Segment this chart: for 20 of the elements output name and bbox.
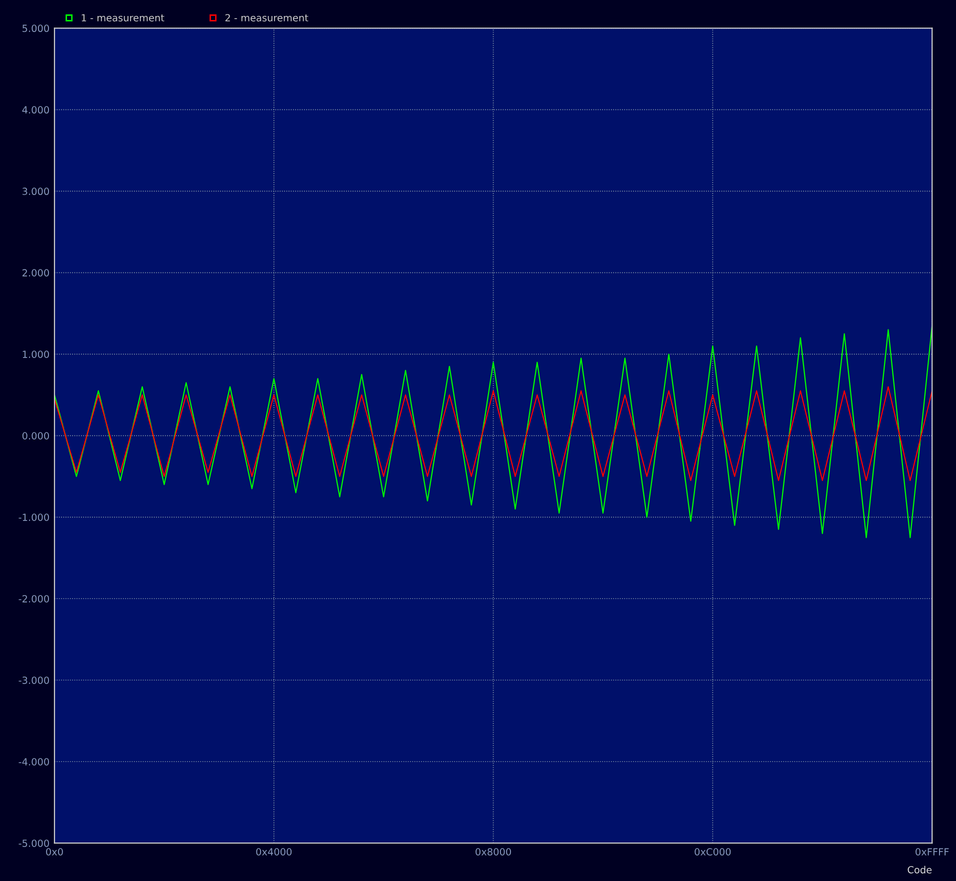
x-tick-label: 0x8000 [476, 848, 511, 856]
x-tick-label: 0x4000 [256, 848, 292, 856]
legend-label: 2 - measurement [225, 14, 308, 22]
y-tick-label: 0.000 [22, 432, 49, 440]
y-tick-label: 1.000 [22, 350, 49, 358]
x-tick-label: 0x0 [46, 848, 63, 856]
y-tick-label: -3.000 [18, 676, 49, 684]
y-tick-label: -2.000 [18, 595, 49, 602]
y-tick-label: -5.000 [18, 840, 49, 847]
y-tick-label: -4.000 [18, 758, 49, 766]
y-tick-label: -1.000 [18, 514, 49, 521]
x-axis-title: Code [908, 866, 932, 874]
line-series [54, 386, 932, 482]
y-tick-label: 4.000 [22, 106, 49, 114]
y-tick-label: 5.000 [22, 24, 49, 32]
y-tick-label: 3.000 [22, 188, 49, 196]
legend-label: 1 - measurement [82, 14, 164, 22]
x-tick-label: 0xFFFF [916, 848, 949, 856]
y-tick-label: 2.000 [22, 269, 49, 276]
x-tick-label: 0xC000 [694, 848, 731, 856]
